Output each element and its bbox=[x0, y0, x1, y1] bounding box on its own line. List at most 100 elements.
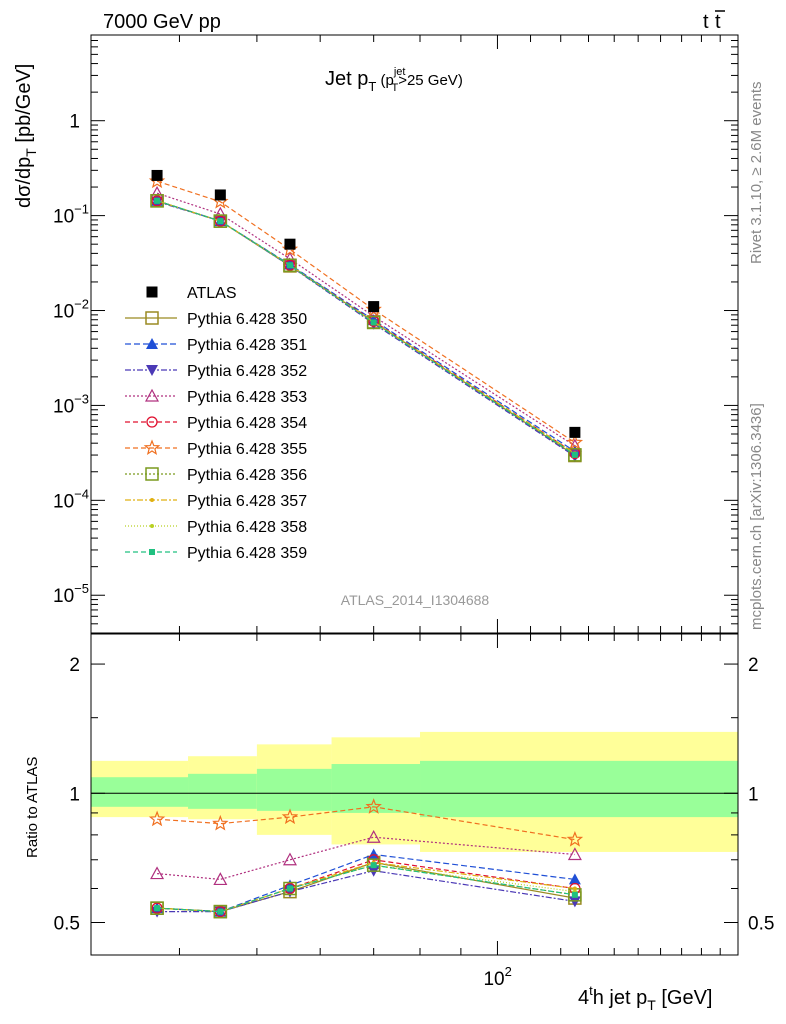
legend-marker bbox=[150, 524, 154, 528]
legend-label: Pythia 6.428 358 bbox=[187, 519, 307, 536]
legend-marker bbox=[150, 498, 154, 502]
ratio-band-inner bbox=[331, 764, 421, 813]
main-series-point bbox=[283, 258, 297, 272]
xlabel-pre: 4 bbox=[578, 987, 589, 1009]
process-tbar: t bbox=[715, 11, 721, 33]
ratio-xtick-label: 102 bbox=[483, 964, 511, 990]
process-t: t bbox=[703, 11, 709, 33]
legend-entry: ATLAS bbox=[146, 285, 237, 302]
main-series-point bbox=[284, 259, 296, 271]
ratio-series bbox=[148, 798, 584, 919]
main-panel: 110−110−210−310−410−5 Jet pT (pjet T>25 G… bbox=[13, 34, 739, 634]
main-ytick-label: 1 bbox=[69, 112, 80, 133]
ratio-series-5 bbox=[148, 798, 584, 847]
ratio-ytick-label-right: 0.5 bbox=[748, 913, 774, 934]
ratio-series-line bbox=[157, 836, 575, 881]
ratio-series-point bbox=[283, 881, 297, 896]
ratio-series-point bbox=[365, 798, 382, 814]
ratio-series-point bbox=[566, 830, 584, 847]
legend-marker bbox=[146, 365, 158, 376]
main-series-line bbox=[156, 180, 576, 444]
ylabel-unit: [pb/GeV] bbox=[13, 64, 35, 149]
legend-entry: Pythia 6.428 354 bbox=[125, 415, 307, 432]
ratio-series-line bbox=[157, 806, 575, 841]
legend-label: Pythia 6.428 351 bbox=[187, 337, 307, 354]
ratio-series-point bbox=[148, 810, 166, 827]
title-sub2: T bbox=[391, 82, 398, 94]
legend-entry: Pythia 6.428 359 bbox=[125, 545, 307, 562]
main-series-point bbox=[568, 448, 582, 462]
legend-label: Pythia 6.428 356 bbox=[187, 467, 307, 484]
rivet-version-label: Rivet 3.1.10, ≥ 2.6M events bbox=[748, 82, 765, 265]
main-series-point bbox=[566, 433, 584, 450]
legend-marker bbox=[145, 311, 159, 325]
atlas-data-point bbox=[151, 169, 163, 181]
ratio-band-inner bbox=[91, 777, 189, 807]
legend-marker bbox=[144, 388, 160, 402]
legend-label: Pythia 6.428 350 bbox=[187, 311, 307, 328]
legend-entry: Pythia 6.428 352 bbox=[125, 363, 307, 380]
ratio-series-point bbox=[154, 905, 161, 912]
header-energy-label: 7000 GeV pp bbox=[103, 11, 221, 33]
main-ytick-label: 10−4 bbox=[53, 486, 89, 512]
legend-entry: Pythia 6.428 356 bbox=[125, 467, 307, 484]
xlabel-unit: [GeV] bbox=[656, 987, 713, 1009]
main-ytick-label: 10−3 bbox=[53, 391, 89, 417]
legend-label: ATLAS bbox=[187, 285, 237, 302]
legend: ATLAS Pythia 6.428 350 Pythia 6.428 351 Pyt… bbox=[125, 285, 307, 562]
analysis-id-label: ATLAS_2014_I1304688 bbox=[341, 592, 490, 608]
legend-marker bbox=[145, 467, 159, 481]
title-sup: jet bbox=[393, 66, 406, 78]
main-series-point bbox=[286, 262, 293, 269]
mcplots-label: mcplots.cern.ch [arXiv:1306.3436] bbox=[748, 403, 765, 630]
ylabel-sub: T bbox=[23, 148, 39, 157]
main-series-point bbox=[214, 215, 226, 227]
main-series-point bbox=[217, 218, 224, 225]
ratio-series-line bbox=[157, 864, 575, 913]
legend-marker bbox=[146, 416, 158, 428]
header-process-label: t t bbox=[703, 10, 725, 33]
main-ytick-label: 10−5 bbox=[53, 581, 89, 607]
ratio-series-point bbox=[217, 908, 224, 915]
main-frame bbox=[90, 34, 739, 634]
main-series-point bbox=[151, 195, 163, 207]
ratio-ytick-label: 1 bbox=[69, 784, 80, 805]
ratio-series-point bbox=[213, 872, 228, 886]
ratio-band-inner bbox=[420, 760, 738, 818]
legend-entry: Pythia 6.428 355 bbox=[125, 439, 307, 458]
legend-label: Pythia 6.428 357 bbox=[187, 493, 307, 510]
legend-label: Pythia 6.428 354 bbox=[187, 415, 307, 432]
ratio-series-3 bbox=[150, 829, 582, 886]
legend-entry: Pythia 6.428 350 bbox=[125, 311, 307, 328]
legend-entry: Pythia 6.428 351 bbox=[125, 337, 307, 354]
x-axis-label: 4th jet pT [GeV] bbox=[578, 983, 713, 1013]
ratio-series-point bbox=[286, 885, 293, 892]
main-series-point bbox=[370, 319, 377, 326]
legend-label: Pythia 6.428 353 bbox=[187, 389, 307, 406]
ratio-axis-ticks: 2 2 1 1 0.5 0.5 102 bbox=[54, 634, 774, 990]
ratio-band-inner bbox=[188, 773, 257, 809]
main-series-point bbox=[154, 197, 161, 204]
ratio-series-point bbox=[281, 808, 299, 825]
main-series-point bbox=[213, 214, 228, 228]
ratio-ytick-label: 2 bbox=[69, 655, 80, 676]
title-cut: >25 GeV) bbox=[398, 72, 463, 89]
ratio-ytick-label-right: 2 bbox=[748, 655, 759, 676]
main-ytick-label: 10−1 bbox=[53, 202, 89, 228]
legend-entry: Pythia 6.428 358 bbox=[125, 519, 307, 536]
ratio-series-point bbox=[367, 848, 380, 860]
atlas-data-point bbox=[284, 238, 296, 250]
ratio-series-point bbox=[568, 873, 581, 885]
ratio-series-point bbox=[212, 814, 229, 831]
title-paren: (p bbox=[376, 72, 394, 89]
legend-marker bbox=[143, 439, 161, 456]
ratio-series-9 bbox=[154, 862, 578, 915]
atlas-data-point bbox=[214, 189, 226, 201]
ratio-series-point bbox=[568, 896, 581, 908]
main-series-9 bbox=[154, 197, 578, 458]
ratio-series-point bbox=[282, 852, 297, 866]
legend-label: Pythia 6.428 355 bbox=[187, 441, 307, 458]
xlabel-sub: T bbox=[647, 997, 656, 1013]
main-series-point bbox=[150, 194, 164, 208]
